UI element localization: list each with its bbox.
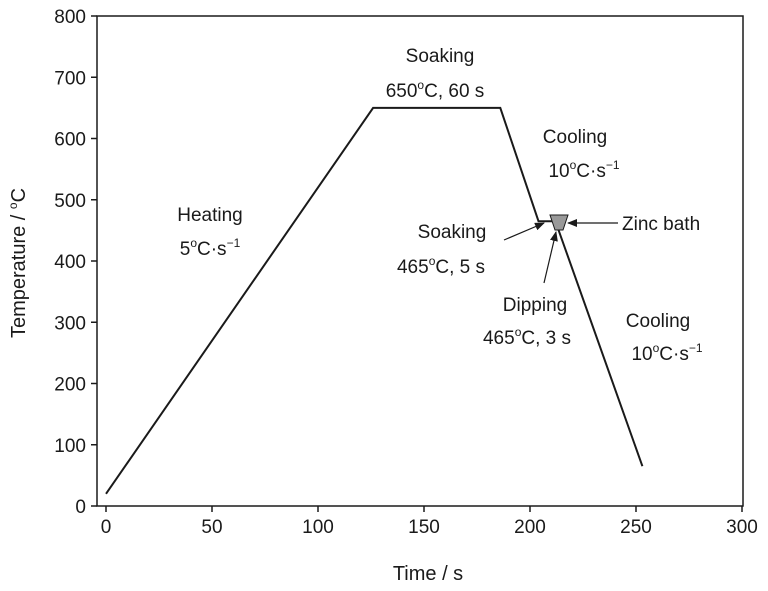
svg-text:5oC·s−1: 5oC·s−1 — [180, 236, 241, 260]
x-tick-label: 100 — [302, 517, 334, 538]
x-tick-label: 50 — [201, 517, 222, 538]
y-tick-label: 0 — [75, 497, 86, 518]
svg-text:Soaking: Soaking — [418, 222, 487, 243]
x-axis-ticks: 0 50 100 150 200 250 300 — [101, 506, 758, 538]
svg-text:465oC, 5 s: 465oC, 5 s — [397, 254, 485, 278]
x-tick-label: 300 — [726, 517, 758, 538]
svg-text:Zinc bath: Zinc bath — [622, 214, 700, 235]
svg-text:Dipping: Dipping — [503, 295, 567, 316]
svg-text:Heating: Heating — [177, 205, 243, 226]
annotation-cooling-1: Cooling 10oC·s−1 — [543, 127, 620, 182]
x-tick-label: 250 — [620, 517, 652, 538]
svg-text:Cooling: Cooling — [543, 127, 607, 148]
annotation-soaking-465: Soaking 465oC, 5 s — [397, 222, 545, 278]
annotation-soaking-650: Soaking 650oC, 60 s — [386, 46, 485, 102]
svg-text:Soaking: Soaking — [406, 46, 475, 67]
svg-text:650oC, 60 s: 650oC, 60 s — [386, 78, 485, 102]
annotation-cooling-2: Cooling 10oC·s−1 — [626, 311, 703, 365]
y-tick-label: 400 — [54, 252, 86, 273]
y-tick-label: 600 — [54, 130, 86, 151]
dipping-arrow — [543, 231, 558, 284]
svg-text:10oC·s−1: 10oC·s−1 — [548, 158, 619, 182]
x-axis-label: Time / s — [393, 563, 463, 585]
svg-text:Cooling: Cooling — [626, 311, 690, 332]
y-tick-label: 200 — [54, 375, 86, 396]
y-axis-ticks: 0 100 200 300 400 500 600 700 800 — [54, 7, 97, 518]
annotation-dipping: Dipping 465oC, 3 s — [483, 231, 571, 349]
x-tick-label: 150 — [408, 517, 440, 538]
x-tick-label: 200 — [514, 517, 546, 538]
soaking-465-arrow — [503, 222, 545, 241]
annotation-zinc-bath: Zinc bath — [567, 214, 700, 235]
y-tick-label: 100 — [54, 436, 86, 457]
y-tick-label: 700 — [54, 68, 86, 89]
y-tick-label: 500 — [54, 191, 86, 212]
y-axis-label: Temperature / oC — [6, 188, 30, 338]
svg-text:465oC, 3 s: 465oC, 3 s — [483, 325, 571, 349]
x-tick-label: 0 — [101, 517, 112, 538]
y-tick-label: 300 — [54, 313, 86, 334]
y-tick-label: 800 — [54, 7, 86, 28]
annotation-heating: Heating 5oC·s−1 — [177, 205, 243, 260]
svg-text:10oC·s−1: 10oC·s−1 — [631, 341, 702, 365]
zinc-bath-marker — [549, 214, 569, 231]
